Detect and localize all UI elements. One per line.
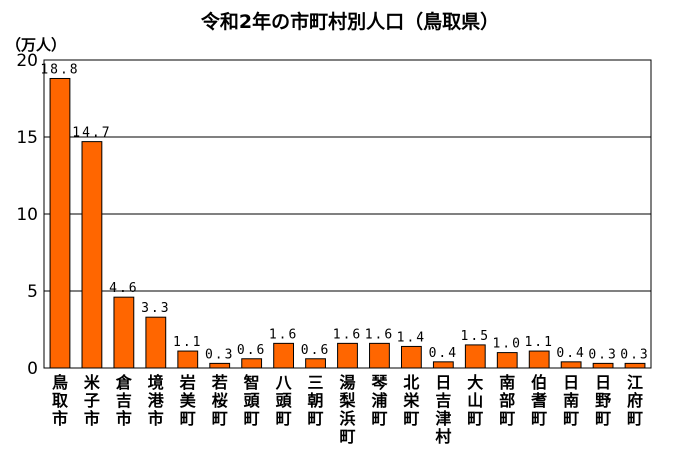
bar	[369, 342, 390, 369]
bar	[560, 361, 582, 369]
x-tick-label: 湯梨浜町	[338, 373, 356, 446]
bars	[49, 77, 646, 369]
data-label: 1.6	[365, 327, 394, 342]
y-tick-label: 15	[16, 128, 38, 148]
bar	[273, 342, 295, 369]
data-label: 18.8	[40, 62, 79, 77]
data-label: 4.6	[109, 281, 138, 296]
data-label: 1.0	[492, 337, 521, 352]
bar	[49, 77, 71, 369]
x-tick-label: 倉吉市	[115, 373, 133, 428]
data-label: 0.4	[429, 346, 458, 361]
x-tick-label: 大山町	[467, 373, 483, 428]
x-tick-label: 境港市	[148, 373, 165, 428]
x-tick-label: 若桜町	[211, 373, 228, 428]
bar	[241, 358, 263, 369]
data-label: 1.1	[524, 335, 553, 350]
x-tick-label: 北栄町	[402, 373, 420, 428]
data-label: 14.7	[72, 126, 111, 141]
bar	[432, 361, 454, 369]
x-tick-label: 日吉津村	[435, 373, 451, 446]
data-labels: 18.814.74.63.31.10.3 0.61.60.61.6 1.6 1.40.…	[40, 62, 649, 362]
data-label: 1.5	[461, 329, 490, 344]
y-tick-label: 5	[27, 282, 38, 302]
x-tick-label: 江府町	[627, 373, 643, 428]
bar	[209, 362, 231, 369]
x-tick-label: 伯耆町	[531, 373, 547, 428]
bar	[177, 350, 199, 369]
x-tick-label: 日野町	[595, 373, 611, 428]
x-tick-label: 岩美町	[179, 373, 197, 428]
x-tick-label: 米子市	[84, 373, 101, 428]
data-label: 1.6	[269, 327, 298, 342]
chart-title: 令和2年の市町村別人口（鳥取県）	[201, 10, 499, 33]
bar	[81, 141, 103, 369]
data-label: 0.3	[588, 347, 617, 362]
x-tick-label: 鳥取市	[52, 373, 68, 428]
y-tick-label: 0	[27, 359, 38, 379]
x-tick-label: 南部町	[499, 373, 515, 428]
data-label: 1.1	[173, 335, 202, 350]
y-unit-label: （万人）	[6, 36, 66, 54]
data-label: 1.4	[397, 330, 426, 345]
x-axis-labels: 鳥取市米子市倉吉市境港市岩美町若桜町智頭町八頭町三朝町湯梨浜町琴浦町北栄町日吉津…	[52, 373, 643, 446]
data-label: 0.4	[556, 346, 585, 361]
bar	[337, 342, 358, 369]
bar	[400, 345, 422, 369]
x-tick-label: 日南町	[563, 373, 579, 428]
bar	[624, 362, 646, 369]
y-tick-label: 10	[16, 205, 38, 225]
bar	[592, 362, 614, 369]
bar	[145, 316, 167, 369]
data-label: 3.3	[141, 301, 170, 316]
data-label: 0.3	[620, 347, 649, 362]
data-label: 0.3	[205, 347, 234, 362]
gridlines	[44, 136, 651, 292]
data-label: 1.6	[333, 327, 362, 342]
data-label: 0.6	[301, 343, 330, 358]
plot-area-frame	[43, 59, 652, 369]
bar	[496, 352, 518, 369]
x-tick-label: 智頭町	[244, 373, 261, 428]
y-tick-label: 20	[16, 51, 38, 71]
bar	[305, 358, 326, 369]
y-axis-ticks: 0 5 10 15 20	[16, 51, 38, 379]
bar	[113, 296, 135, 369]
x-tick-label: 八頭町	[275, 373, 293, 428]
x-tick-label: 三朝町	[308, 373, 324, 428]
bar	[528, 350, 550, 369]
x-tick-label: 琴浦町	[370, 373, 388, 428]
bar	[464, 344, 486, 369]
data-label: 0.6	[237, 343, 266, 358]
